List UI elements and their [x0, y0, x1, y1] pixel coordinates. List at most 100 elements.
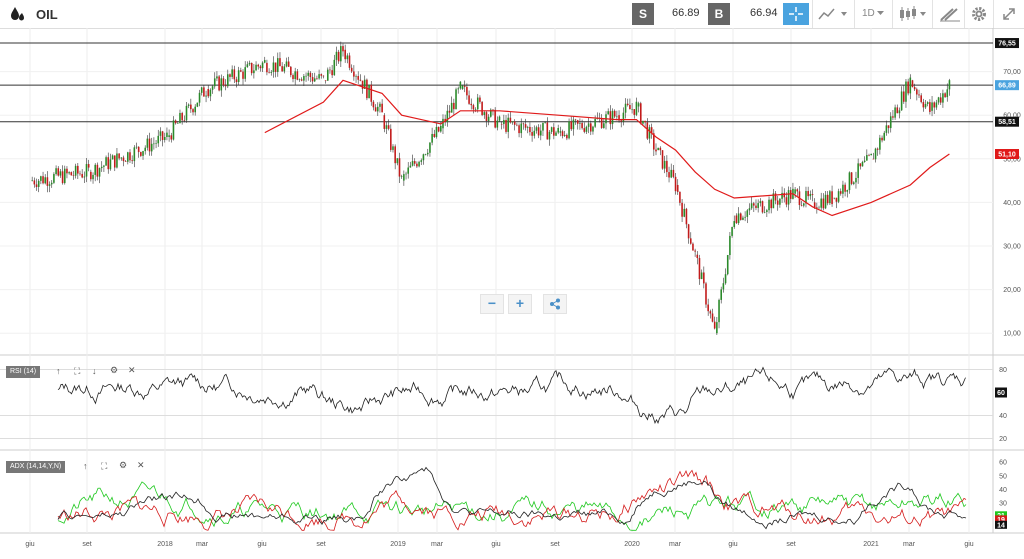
candle-body — [800, 205, 803, 206]
candle-body — [285, 61, 288, 67]
candle-body — [148, 138, 151, 152]
interval-select[interactable]: 1D — [862, 8, 875, 19]
candle-body — [852, 182, 855, 184]
candle-body — [340, 46, 342, 62]
candle-body — [703, 272, 705, 284]
adx-value: 14 — [997, 522, 1005, 529]
candle-body — [411, 161, 414, 166]
rsi-axis-tick: 40 — [999, 413, 1007, 420]
candle-body — [298, 79, 301, 81]
candle-body — [896, 107, 899, 114]
candle-body — [503, 119, 505, 125]
x-axis-label: mar — [431, 541, 444, 548]
candle-body — [466, 86, 468, 96]
move-up-icon[interactable]: ↑ — [56, 366, 61, 376]
candle-body — [44, 177, 47, 184]
candle-body — [505, 119, 507, 132]
close-icon[interactable]: ✕ — [137, 460, 145, 470]
candle-body — [198, 92, 201, 103]
candle-body — [600, 118, 603, 128]
candle-body — [233, 69, 236, 80]
adx-panel-tag[interactable]: ADX (14,14,Y,N) — [6, 461, 66, 473]
fullscreen-icon[interactable] — [1001, 6, 1017, 22]
candle-body — [468, 95, 470, 104]
zoom-out-button[interactable]: − — [480, 294, 504, 314]
move-up-icon[interactable]: ↑ — [83, 461, 88, 471]
candle-body — [637, 103, 640, 107]
candle-body — [689, 238, 692, 244]
candle-body — [857, 163, 859, 178]
candle-body — [420, 160, 423, 162]
move-down-icon[interactable]: ↓ — [92, 366, 97, 376]
sell-price[interactable]: 66.89 — [672, 7, 700, 19]
oil-drop-icon — [11, 7, 24, 21]
candle-body — [403, 174, 405, 181]
buy-price[interactable]: 66.94 — [750, 7, 778, 19]
draw-icon[interactable] — [939, 6, 961, 22]
settings-gear-icon[interactable]: ⚙ — [110, 365, 119, 375]
candle-body — [737, 213, 740, 224]
candle-body — [829, 191, 831, 204]
candle-body — [350, 67, 353, 72]
candle-body — [855, 177, 857, 183]
upper-level-label-box — [995, 38, 1019, 49]
candle-body — [557, 127, 559, 133]
candle-body — [63, 168, 66, 184]
buy-button[interactable]: B — [708, 3, 730, 25]
share-button[interactable] — [543, 294, 567, 314]
candle-body — [653, 133, 655, 150]
maximize-icon[interactable]: ⛶ — [101, 461, 108, 471]
candle-body — [568, 121, 570, 139]
candle-body — [837, 191, 840, 202]
maximize-icon[interactable]: ⛶ — [74, 366, 81, 376]
zoom-in-button[interactable]: + — [508, 294, 532, 314]
candle-body — [668, 172, 670, 178]
chart-type-icon[interactable] — [818, 7, 848, 21]
x-axis-label: 2019 — [390, 541, 406, 548]
sell-button[interactable]: S — [632, 3, 654, 25]
candle-body — [844, 184, 846, 192]
candle-body — [650, 127, 653, 134]
candle-body — [120, 157, 123, 159]
candlestick-icon[interactable] — [898, 5, 928, 23]
candle-body — [257, 64, 260, 67]
candle-body — [757, 203, 759, 208]
x-axis-label: giu — [25, 541, 34, 548]
candle-body — [333, 59, 336, 76]
crosshair-button[interactable] — [783, 3, 809, 25]
candle-body — [31, 180, 33, 182]
candle-body — [642, 120, 644, 124]
candle-body — [385, 125, 388, 129]
candle-body — [563, 134, 566, 136]
ma-value-label-box — [995, 149, 1019, 160]
candle-body — [174, 120, 177, 124]
candle-body — [103, 165, 105, 167]
candle-body — [207, 89, 210, 97]
candle-body — [887, 125, 890, 129]
candle-body — [700, 272, 703, 280]
close-icon[interactable]: ✕ — [128, 365, 136, 375]
candle-body — [759, 201, 762, 204]
candle-body — [342, 46, 344, 52]
candle-body — [618, 115, 620, 121]
candle-body — [661, 150, 664, 169]
rsi-panel-tag[interactable]: RSI (14) — [6, 366, 41, 378]
candle-body — [874, 148, 877, 160]
candle-body — [246, 64, 249, 68]
candle-body — [492, 109, 494, 111]
candle-body — [153, 143, 155, 145]
gear-icon[interactable] — [971, 6, 987, 22]
settings-gear-icon[interactable]: ⚙ — [119, 460, 128, 470]
candle-body — [576, 120, 579, 124]
candle-body — [344, 49, 346, 60]
candle-body — [124, 161, 127, 162]
candle-body — [77, 165, 79, 174]
candle-body — [705, 283, 707, 305]
candle-body — [353, 71, 355, 77]
candle-body — [603, 123, 605, 128]
candle-body — [235, 79, 238, 83]
candle-body — [685, 208, 688, 225]
candle-body — [916, 89, 918, 95]
price-chart[interactable]: giu set 2018 mar giu set 2019 mar giu set 2020 mar g… — [0, 28, 1024, 559]
candle-body — [222, 78, 225, 86]
